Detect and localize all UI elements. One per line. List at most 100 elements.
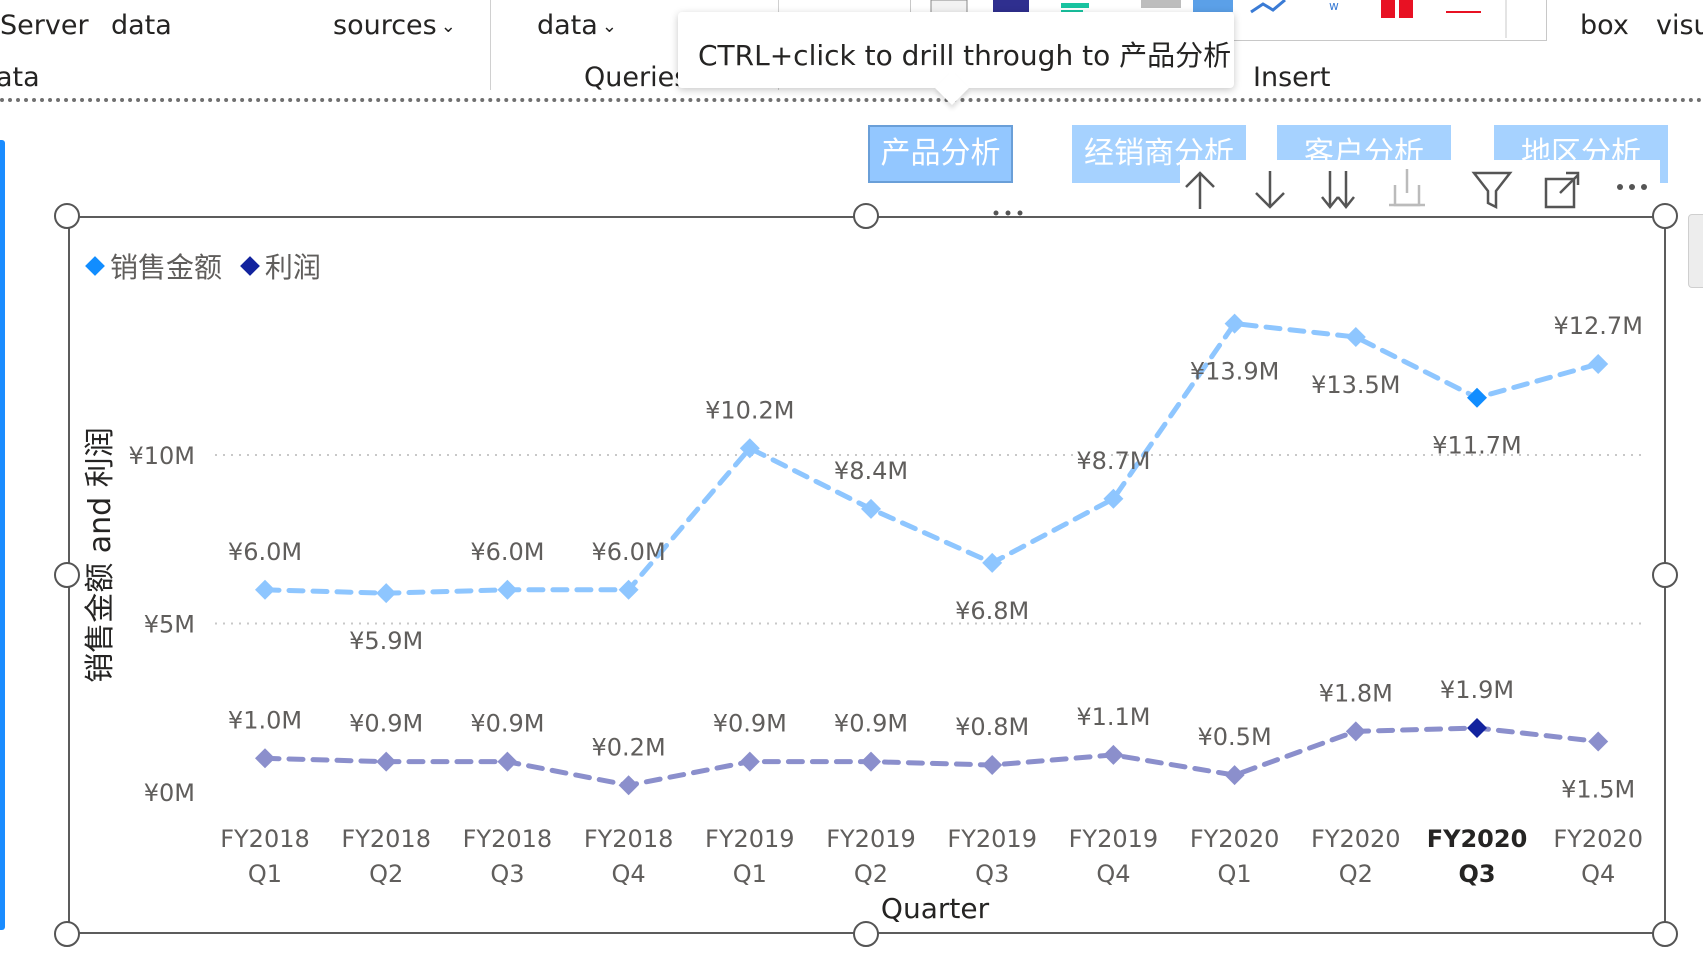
side-pane-tab[interactable] (1688, 214, 1703, 288)
data-point-sales (1103, 488, 1124, 509)
resize-handle-top-left[interactable] (54, 203, 80, 229)
ribbon-item[interactable]: Server (0, 10, 89, 41)
data-label: ¥8.7M (1076, 447, 1150, 475)
data-point-profit (1467, 717, 1487, 738)
data-label: ¥1.9M (1440, 676, 1514, 704)
data-label: ¥1.0M (228, 706, 302, 734)
arrow-up-icon[interactable] (1178, 165, 1222, 215)
x-tick-label: FY2019 (705, 825, 795, 853)
ribbon-divider (0, 98, 1703, 102)
data-label: ¥8.4M (834, 457, 908, 485)
x-tick-label: Q4 (1096, 860, 1130, 888)
resize-handle-right[interactable] (1652, 562, 1678, 588)
nav-button-label: 产品分析 (880, 136, 1001, 171)
expand-hierarchy-icon[interactable] (1385, 165, 1429, 215)
data-label: ¥0.9M (470, 710, 544, 738)
data-label: ¥0.5M (1198, 723, 1272, 751)
x-tick-label: Q3 (490, 860, 524, 888)
data-point-profit (1345, 721, 1366, 742)
data-label: ¥11.7M (1432, 432, 1521, 460)
y-tick-label: ¥0M (144, 779, 195, 807)
data-point-profit (982, 755, 1003, 776)
data-point-sales (497, 579, 518, 600)
data-point-profit (739, 751, 760, 772)
data-point-sales (618, 579, 639, 600)
x-tick-label: FY2018 (220, 825, 310, 853)
y-tick-label: ¥5M (144, 611, 195, 639)
ribbon-item[interactable]: Insert (1253, 62, 1330, 93)
x-tick-label: FY2019 (826, 825, 916, 853)
ribbon-item[interactable]: visu (1656, 10, 1703, 41)
ribbon-item[interactable]: sources ⌄ (333, 10, 456, 41)
data-label: ¥0.9M (349, 710, 423, 738)
data-point-sales (1467, 387, 1487, 408)
data-label: ¥0.8M (955, 713, 1029, 741)
x-tick-label: FY2018 (584, 825, 674, 853)
data-label: ¥13.9M (1190, 358, 1279, 386)
ribbon-separator (490, 0, 491, 90)
resize-handle-left[interactable] (54, 562, 80, 588)
ribbon-item-label: box (1580, 10, 1629, 41)
x-tick-label: Q1 (248, 860, 282, 888)
data-label: ¥6.8M (955, 597, 1029, 625)
data-point-profit (618, 775, 639, 796)
data-point-profit (1588, 731, 1609, 752)
resize-handle-bottom-right[interactable] (1652, 921, 1678, 947)
ribbon-item[interactable]: data (111, 10, 172, 41)
ribbon-item-label: Queries (584, 62, 689, 93)
data-point-profit (255, 748, 275, 769)
x-tick-label: Q1 (1218, 860, 1252, 888)
legend-item-profit[interactable]: 利润 (237, 251, 321, 284)
ribbon-item[interactable]: Queries (584, 62, 688, 93)
x-tick-label: FY2018 (341, 825, 431, 853)
ribbon-item-label: visu (1656, 10, 1703, 41)
data-label: ¥0.9M (834, 710, 908, 738)
ribbon-item[interactable]: ata (0, 62, 40, 93)
data-point-profit (1224, 765, 1245, 786)
data-label: ¥10.2M (705, 396, 794, 424)
chevron-down-icon: ⌄ (601, 16, 617, 37)
drill-through-tooltip: CTRL+click to drill through to 产品分析 (678, 12, 1234, 105)
chart-legend: 销售金额 利润 (82, 246, 327, 286)
x-tick-label: FY2020 (1190, 825, 1280, 853)
ribbon-item-label: data (537, 10, 598, 41)
data-point-sales (255, 579, 275, 600)
filter-icon[interactable] (1470, 165, 1514, 215)
ribbon-item[interactable]: box (1580, 10, 1629, 41)
focus-mode-icon[interactable] (1540, 165, 1584, 215)
data-label: ¥0.2M (592, 733, 666, 761)
legend-label: 销售金额 (110, 251, 223, 284)
resize-handle-top[interactable] (853, 203, 879, 229)
x-tick-label: Q3 (1458, 860, 1495, 888)
data-point-sales (1345, 327, 1366, 348)
more-options-icon[interactable] (1610, 165, 1654, 215)
x-tick-label: Q2 (1339, 860, 1373, 888)
resize-handle-bottom[interactable] (853, 921, 879, 947)
arrow-down-icon[interactable] (1248, 165, 1292, 215)
series-line-sales (262, 320, 1601, 596)
data-label: ¥6.0M (228, 538, 302, 566)
data-label: ¥6.0M (470, 538, 544, 566)
ribbon-item[interactable]: data ⌄ (537, 10, 617, 41)
data-point-profit (497, 751, 518, 772)
data-label: ¥0.9M (713, 710, 787, 738)
y-axis-title: 销售金额 and 利润 (83, 427, 118, 683)
x-tick-label: Q4 (1581, 860, 1615, 888)
drag-grip-icon[interactable] (990, 208, 1030, 218)
x-tick-label: Q2 (854, 860, 888, 888)
double-arrow-down-icon[interactable] (1316, 165, 1360, 215)
ribbon-item-label: data (111, 10, 172, 41)
legend-item-sales[interactable]: 销售金额 (82, 251, 222, 284)
ribbon-item-label: sources (333, 10, 437, 41)
resize-handle-bottom-left[interactable] (54, 921, 80, 947)
x-tick-label: Q2 (369, 860, 403, 888)
series-line-profit (262, 725, 1601, 788)
nav-button-product-analysis[interactable]: 产品分析 (868, 125, 1013, 183)
x-tick-label: FY2020 (1311, 825, 1401, 853)
data-label: ¥1.5M (1561, 775, 1635, 803)
data-point-sales (861, 498, 881, 519)
data-point-sales (1224, 313, 1245, 334)
x-tick-label: FY2020 (1427, 825, 1528, 853)
resize-handle-top-right[interactable] (1652, 203, 1678, 229)
